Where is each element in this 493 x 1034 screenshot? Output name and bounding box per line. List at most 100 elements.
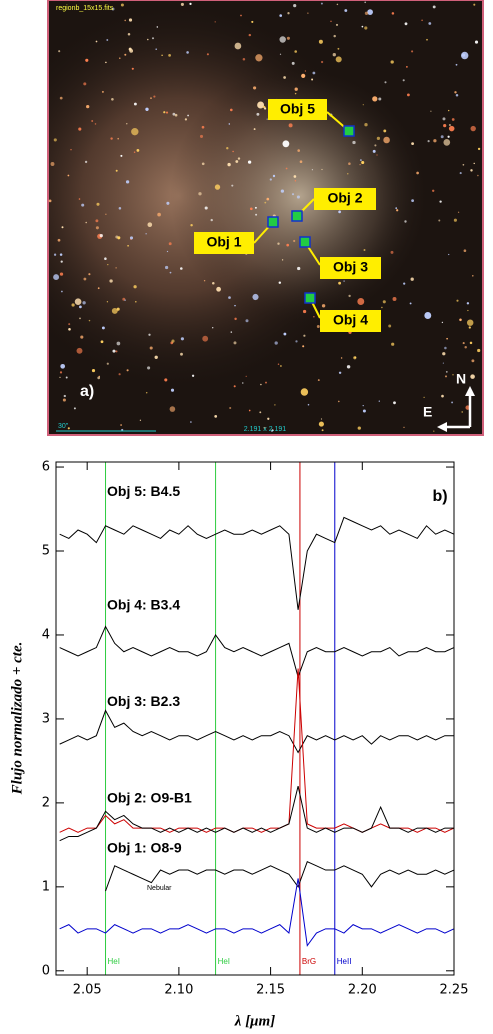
star: [269, 178, 272, 181]
star: [240, 14, 242, 17]
star: [344, 9, 348, 12]
star: [285, 167, 288, 170]
star: [53, 138, 57, 142]
star: [470, 169, 473, 172]
star: [129, 49, 134, 53]
star: [439, 200, 442, 203]
star: [347, 173, 349, 175]
star: [320, 2, 323, 5]
star: [255, 213, 258, 216]
star: [147, 38, 149, 41]
star: [471, 359, 475, 363]
y-axis-label: Flujo normalizado + cte.: [9, 642, 25, 796]
star: [169, 271, 172, 274]
star: [472, 275, 474, 277]
object-marker: [267, 216, 279, 228]
star: [378, 400, 380, 402]
star: [411, 50, 414, 53]
east-label: E: [423, 404, 432, 420]
star: [433, 139, 437, 143]
star: [333, 34, 336, 38]
star: [84, 160, 88, 164]
arrowhead: [437, 422, 447, 432]
star: [139, 419, 142, 421]
y-tick-label: 4: [42, 627, 50, 642]
star: [321, 304, 326, 308]
star: [111, 307, 118, 314]
star: [266, 197, 270, 201]
star: [286, 243, 290, 247]
star: [106, 39, 109, 41]
star: [83, 277, 87, 281]
star: [296, 195, 300, 199]
object-label: Obj 2: [327, 190, 362, 206]
star: [58, 50, 61, 53]
star: [48, 199, 52, 203]
star: [448, 253, 450, 256]
star: [232, 150, 234, 153]
object-markers: Obj 5 Obj 2 Obj 1 Obj 3 Obj 4: [194, 99, 381, 332]
star: [116, 341, 121, 346]
star: [301, 73, 306, 78]
star: [68, 323, 71, 326]
star: [53, 274, 60, 281]
star: [145, 107, 149, 111]
star: [442, 117, 446, 121]
spectrum: [59, 516, 455, 610]
star: [237, 157, 241, 160]
star: [161, 54, 163, 57]
star: [454, 91, 457, 94]
star: [294, 179, 297, 182]
star: [131, 128, 139, 136]
star: [80, 335, 84, 339]
star: [455, 94, 459, 97]
star: [288, 123, 293, 128]
star: [214, 184, 221, 190]
star: [78, 198, 81, 200]
star: [147, 366, 151, 370]
star: [448, 123, 451, 127]
star: [59, 253, 63, 256]
star: [357, 426, 361, 430]
star: [242, 57, 246, 61]
star: [74, 298, 82, 306]
star: [432, 189, 435, 192]
x-tick-label: 2.05: [73, 983, 102, 998]
star: [395, 207, 398, 209]
star: [148, 333, 151, 336]
star: [428, 22, 432, 25]
star: [376, 136, 381, 141]
star: [441, 321, 444, 324]
image-size: 2.191 x 2.191: [244, 426, 287, 433]
star: [469, 341, 473, 345]
star: [156, 26, 159, 28]
star: [464, 345, 467, 349]
star: [441, 394, 444, 398]
star: [318, 39, 323, 44]
series-label: Obj 3: B2.3: [107, 693, 180, 709]
star: [101, 90, 104, 93]
star: [95, 226, 99, 230]
series-label: Obj 5: B4.5: [107, 483, 180, 499]
star: [318, 421, 324, 427]
star: [444, 375, 448, 378]
star: [95, 219, 99, 223]
filename: regionb_15x15.fits: [56, 5, 114, 12]
star: [364, 11, 369, 15]
star: [127, 33, 131, 36]
star: [463, 249, 467, 253]
star: [78, 127, 82, 131]
star: [115, 169, 118, 172]
star: [461, 53, 466, 57]
star: [96, 202, 100, 206]
star: [216, 286, 221, 292]
star: [274, 341, 278, 345]
north-label: N: [456, 371, 466, 387]
star: [424, 312, 432, 319]
star: [477, 348, 481, 353]
star: [287, 12, 290, 15]
star: [145, 233, 147, 235]
star: [65, 376, 68, 379]
star: [256, 112, 260, 116]
star: [76, 347, 83, 354]
